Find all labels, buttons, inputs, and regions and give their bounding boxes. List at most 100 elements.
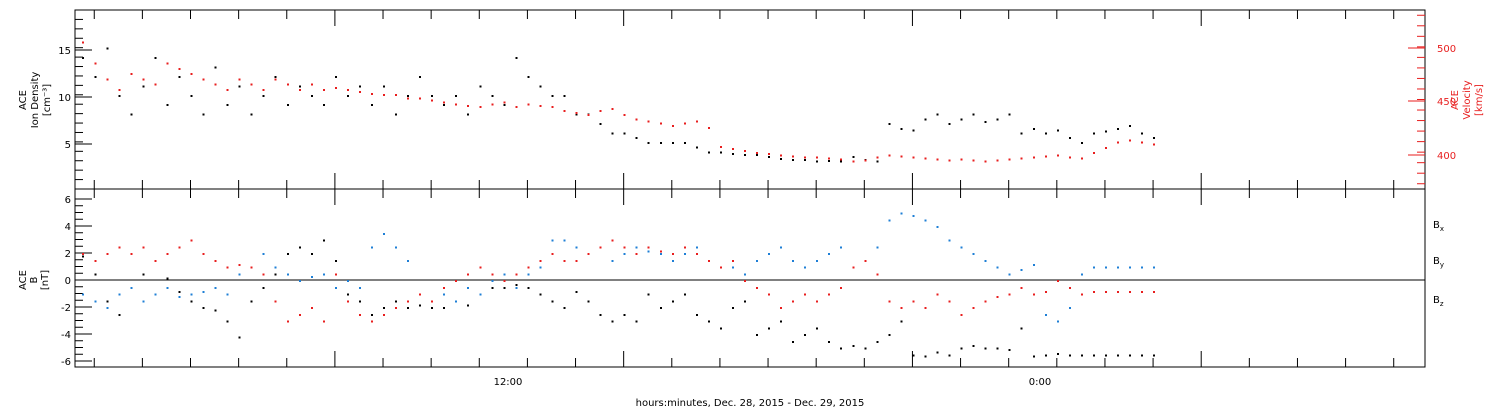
velocity-point <box>467 104 470 107</box>
bz-point <box>1104 290 1107 293</box>
by-point <box>683 253 686 255</box>
bx-point <box>972 344 975 347</box>
density-point <box>1104 130 1107 133</box>
bottom-panel-frame <box>74 188 1426 368</box>
x-axis-ticks <box>93 10 1395 367</box>
velocity-point <box>1044 155 1047 158</box>
bx-point <box>828 340 831 343</box>
bz-point <box>792 300 795 303</box>
velocity-point <box>1008 158 1011 161</box>
top-right-tick-label-400: 400 <box>1437 151 1456 162</box>
velocity-point <box>214 83 217 86</box>
bx-point <box>118 313 121 316</box>
bz-point <box>503 280 506 282</box>
by-point <box>659 253 662 255</box>
by-point <box>671 259 674 262</box>
bz-point <box>996 296 999 299</box>
density-point <box>106 47 109 50</box>
bz-point <box>960 313 963 316</box>
bz-point <box>840 286 843 289</box>
velocity-point <box>792 155 795 158</box>
by-point <box>226 293 229 296</box>
bz-point <box>768 293 771 296</box>
bx-point <box>1080 354 1083 357</box>
density-point <box>226 104 229 107</box>
by-point <box>443 293 446 296</box>
top-left-axis-title-line3: [cm⁻³] <box>42 84 53 116</box>
bz-point <box>828 293 831 296</box>
density-point <box>238 85 241 88</box>
density-point <box>683 141 686 144</box>
by-point <box>1056 320 1059 323</box>
bx-point <box>467 304 470 307</box>
density-point <box>346 94 349 97</box>
density-point <box>82 57 85 60</box>
bx-point <box>310 253 313 255</box>
bz-point <box>647 246 650 249</box>
bx-point <box>671 300 674 303</box>
bx-point <box>587 300 590 303</box>
bx-point <box>370 313 373 316</box>
velocity-point <box>707 126 710 129</box>
velocity-point <box>912 156 915 159</box>
velocity-point <box>864 159 867 162</box>
bz-point <box>130 253 133 255</box>
density-point <box>250 113 253 116</box>
density-point <box>960 118 963 121</box>
bx-point <box>383 307 386 309</box>
by-point <box>1032 263 1035 266</box>
bz-point <box>611 239 614 242</box>
density-point <box>719 151 722 154</box>
by-point <box>563 239 566 242</box>
velocity-point <box>948 159 951 162</box>
by-point <box>768 253 771 255</box>
bz-point <box>467 273 470 276</box>
bx-point <box>298 246 301 249</box>
velocity-point <box>455 103 458 106</box>
density-point <box>190 94 193 97</box>
bz-point <box>1068 286 1071 289</box>
by-point <box>972 253 975 255</box>
bz-point <box>972 307 975 309</box>
bz-point <box>539 259 542 262</box>
density-point <box>358 85 361 88</box>
bz-point <box>214 259 217 262</box>
velocity-point <box>322 88 325 91</box>
velocity-point <box>924 157 927 160</box>
velocity-point <box>395 94 398 97</box>
density-point <box>214 66 217 69</box>
density-point <box>852 156 855 159</box>
bz-point <box>431 300 434 303</box>
by-point <box>407 259 410 262</box>
density-point <box>1008 113 1011 116</box>
density-point <box>166 104 169 107</box>
bx-point <box>202 307 205 309</box>
by-point <box>948 239 951 242</box>
bottom-left-tick-label-m2: -2 <box>61 303 71 314</box>
bottom-axis-title-line3: [nT] <box>40 270 51 290</box>
top-left-axis-title: ACE Ion Density [cm⁻³] <box>18 72 53 129</box>
velocity-point <box>1153 143 1156 146</box>
velocity-point <box>503 101 506 104</box>
bx-point <box>1141 354 1144 357</box>
density-point <box>539 85 542 88</box>
bx-point <box>888 334 891 336</box>
velocity-point <box>671 124 674 127</box>
velocity-point <box>154 83 157 86</box>
density-point <box>383 85 386 88</box>
by-point <box>455 300 458 303</box>
bx-point <box>431 307 434 309</box>
top-right-tick-label-500: 500 <box>1437 44 1456 55</box>
velocity-point <box>768 153 771 156</box>
by-point <box>322 273 325 276</box>
bx-point <box>731 307 734 309</box>
bx-point <box>1056 352 1059 355</box>
bx-point <box>996 347 999 350</box>
top-right-axis: 400 450 500 <box>1408 44 1456 162</box>
density-point <box>780 157 783 160</box>
minor-ticks <box>75 9 1425 362</box>
bottom-left-tick-label-0: 0 <box>65 276 71 287</box>
density-point <box>575 113 578 116</box>
velocity-point <box>635 118 638 121</box>
density-point <box>503 104 506 107</box>
